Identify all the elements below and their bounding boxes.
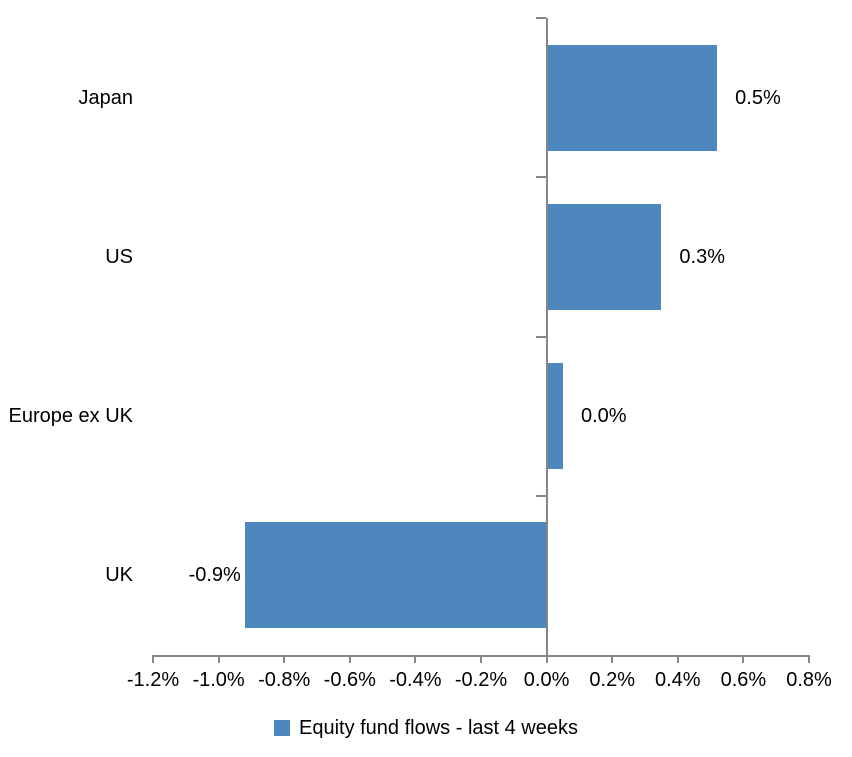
x-axis-tick <box>480 655 482 663</box>
legend-swatch <box>273 720 290 736</box>
x-axis-tick <box>414 655 417 663</box>
y-axis-tick <box>535 17 546 19</box>
y-axis-tick <box>535 494 546 497</box>
value-label: 0.5% <box>735 86 781 109</box>
x-axis-tick <box>742 655 745 663</box>
x-tick-label: -0.2% <box>454 669 508 691</box>
category-label: Europe ex UK <box>8 405 133 428</box>
value-label: 0.0% <box>581 405 627 428</box>
category-label: Japan <box>78 86 134 109</box>
x-tick-label: 0.8% <box>786 669 832 691</box>
bar <box>546 44 718 151</box>
value-label: 0.3% <box>679 245 725 268</box>
bar <box>546 363 563 470</box>
x-axis-tick <box>283 655 286 663</box>
x-tick-label: 0.4% <box>655 669 701 691</box>
x-tick-label: -1.2% <box>126 669 180 691</box>
y-axis-tick <box>535 335 546 338</box>
legend-label: Equity fund flows - last 4 weeks <box>298 717 578 739</box>
x-tick-label: -0.6% <box>323 669 376 691</box>
x-axis-tick <box>808 655 810 663</box>
x-tick-label: 0.6% <box>720 669 767 691</box>
value-label: -0.9% <box>188 564 241 587</box>
category-label: UK <box>105 564 133 587</box>
x-tick-label: 0.0% <box>523 669 570 691</box>
x-axis-tick <box>545 655 548 663</box>
x-tick-label: -0.4% <box>389 669 442 691</box>
x-axis-tick <box>348 655 351 663</box>
y-axis-line <box>545 18 548 663</box>
x-axis-tick <box>217 655 220 663</box>
x-tick-label: 0.2% <box>589 669 635 691</box>
bar <box>546 203 662 310</box>
x-axis-tick <box>611 655 614 663</box>
x-tick-label: -1.0% <box>192 669 245 691</box>
x-axis-tick <box>676 655 679 663</box>
bar <box>244 522 547 629</box>
x-axis-tick <box>152 655 154 663</box>
legend: Equity fund flows - last 4 weeks <box>0 716 852 740</box>
y-axis-tick <box>535 176 546 179</box>
category-label: US <box>105 245 133 268</box>
x-tick-label: -0.8% <box>258 669 311 691</box>
